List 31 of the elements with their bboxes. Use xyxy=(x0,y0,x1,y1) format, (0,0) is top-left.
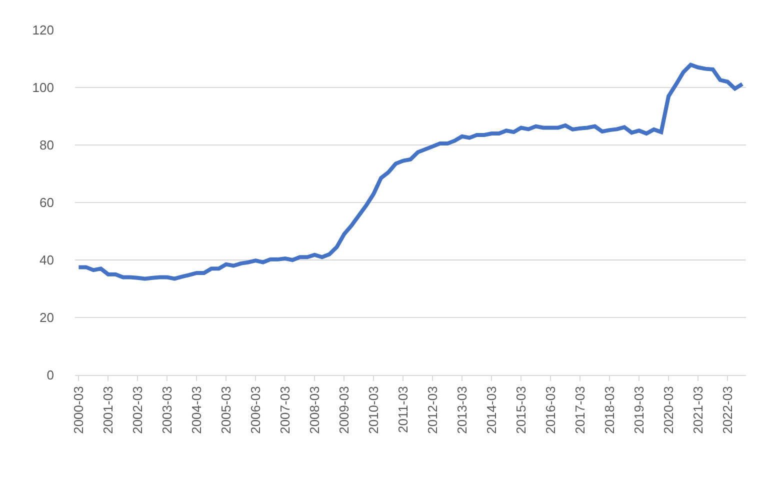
x-tick-label: 2021-03 xyxy=(690,386,706,434)
x-tick-label: 2011-03 xyxy=(395,386,410,433)
x-tick-label: 2015-03 xyxy=(513,386,528,434)
y-tick-label: 40 xyxy=(40,252,54,268)
x-tick-label: 2012-03 xyxy=(424,386,440,434)
x-tick-label: 2007-03 xyxy=(277,386,292,434)
x-tick-label: 2008-03 xyxy=(306,386,322,434)
x-tick-label: 2001-03 xyxy=(100,386,116,434)
x-tick-label: 2013-03 xyxy=(454,386,470,434)
y-tick-label: 80 xyxy=(40,138,54,153)
x-tick-label: 2019-03 xyxy=(631,386,646,434)
y-tick-label: 0 xyxy=(46,368,54,383)
x-tick-label: 2005-03 xyxy=(218,386,234,434)
x-tick-label: 2009-03 xyxy=(336,386,352,434)
y-tick-label: 60 xyxy=(40,195,54,210)
line-series xyxy=(76,62,744,281)
x-tick-label: 2020-03 xyxy=(660,386,676,434)
x-tick-label: 2018-03 xyxy=(602,386,617,434)
y-tick-label: 100 xyxy=(32,80,54,96)
x-tick-label: 2004-03 xyxy=(188,386,204,434)
x-tick-label: 2022-03 xyxy=(720,386,735,434)
x-tick-label: 2016-03 xyxy=(542,386,558,434)
x-tick-label: 2006-03 xyxy=(248,386,263,434)
y-tick-label: 120 xyxy=(32,22,54,38)
x-tick-label: 2003-03 xyxy=(159,386,174,434)
x-tick-label: 2000-03 xyxy=(70,386,86,434)
y-tick-label: 20 xyxy=(40,310,54,326)
x-tick-label: 2002-03 xyxy=(130,386,145,434)
x-tick-label: 2014-03 xyxy=(484,386,499,434)
x-tick-label: 2010-03 xyxy=(366,386,381,434)
x-tick-label: 2017-03 xyxy=(572,386,588,434)
